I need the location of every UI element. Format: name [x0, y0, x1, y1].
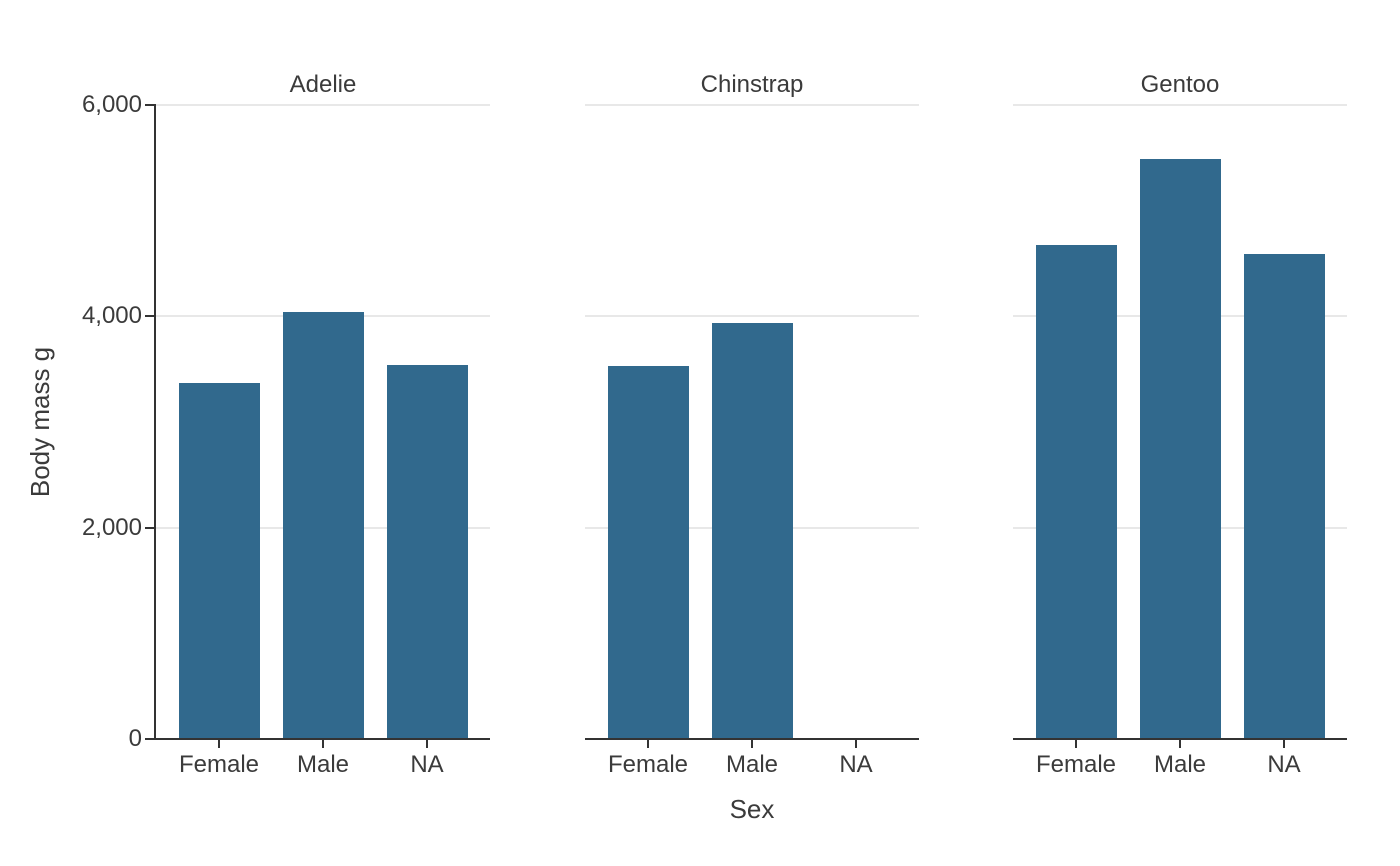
- y-tick-6000: [145, 104, 154, 106]
- y-tick-label-4000: 4,000: [81, 302, 142, 330]
- facet-title-gentoo: Gentoo: [1140, 71, 1220, 98]
- facet-title-adelie: Adelie: [289, 71, 357, 98]
- x-tick-adelie-male: [322, 740, 324, 748]
- y-tick-2000: [145, 526, 154, 529]
- x-tick-label-chinstrap-female: Female: [607, 751, 689, 778]
- y-tick-4000: [145, 315, 154, 318]
- x-tick-gentoo-na: [1283, 740, 1285, 748]
- facet-title-chinstrap: Chinstrap: [700, 71, 804, 98]
- x-axis-adelie: [154, 738, 490, 740]
- y-axis-title: Body mass g: [25, 346, 55, 498]
- x-tick-label-adelie-male: Male: [296, 751, 350, 778]
- gridline-gentoo-6000: [1013, 104, 1347, 106]
- y-tick-0: [145, 738, 154, 740]
- bar-adelie-male: [282, 311, 364, 739]
- x-tick-label-gentoo-male: Male: [1153, 751, 1207, 778]
- x-tick-label-chinstrap-male: Male: [725, 751, 779, 778]
- bar-gentoo-female: [1035, 244, 1117, 739]
- y-tick-label-6000: 6,000: [81, 91, 142, 118]
- bar-gentoo-male: [1139, 159, 1221, 739]
- bar-adelie-na: [386, 364, 468, 739]
- gridline-chinstrap-4000: [585, 315, 919, 318]
- y-tick-label-0: 0: [128, 725, 142, 752]
- x-tick-label-gentoo-na: NA: [1267, 751, 1301, 778]
- x-tick-label-adelie-na: NA: [410, 751, 444, 778]
- y-tick-label-2000: 2,000: [81, 513, 142, 541]
- x-tick-label-gentoo-female: Female: [1035, 751, 1117, 778]
- x-axis-gentoo: [1013, 738, 1347, 740]
- x-tick-chinstrap-female: [647, 740, 649, 748]
- bar-chinstrap-male: [711, 322, 793, 739]
- bar-gentoo-na: [1243, 254, 1325, 739]
- gridline-chinstrap-6000: [585, 104, 919, 106]
- bar-adelie-female: [178, 383, 260, 739]
- x-tick-gentoo-male: [1179, 740, 1181, 748]
- x-tick-chinstrap-na: [855, 740, 857, 748]
- y-axis-spine: [154, 104, 156, 740]
- x-tick-chinstrap-male: [751, 740, 753, 748]
- bar-chinstrap-female: [607, 366, 689, 739]
- x-axis-title: Sex: [729, 794, 775, 824]
- x-tick-adelie-female: [218, 740, 220, 748]
- x-tick-adelie-na: [426, 740, 428, 748]
- x-axis-chinstrap: [585, 738, 919, 740]
- gridline-adelie-6000: [156, 104, 490, 106]
- x-tick-label-adelie-female: Female: [178, 751, 260, 778]
- x-tick-label-chinstrap-na: NA: [839, 751, 873, 778]
- x-tick-gentoo-female: [1075, 740, 1077, 748]
